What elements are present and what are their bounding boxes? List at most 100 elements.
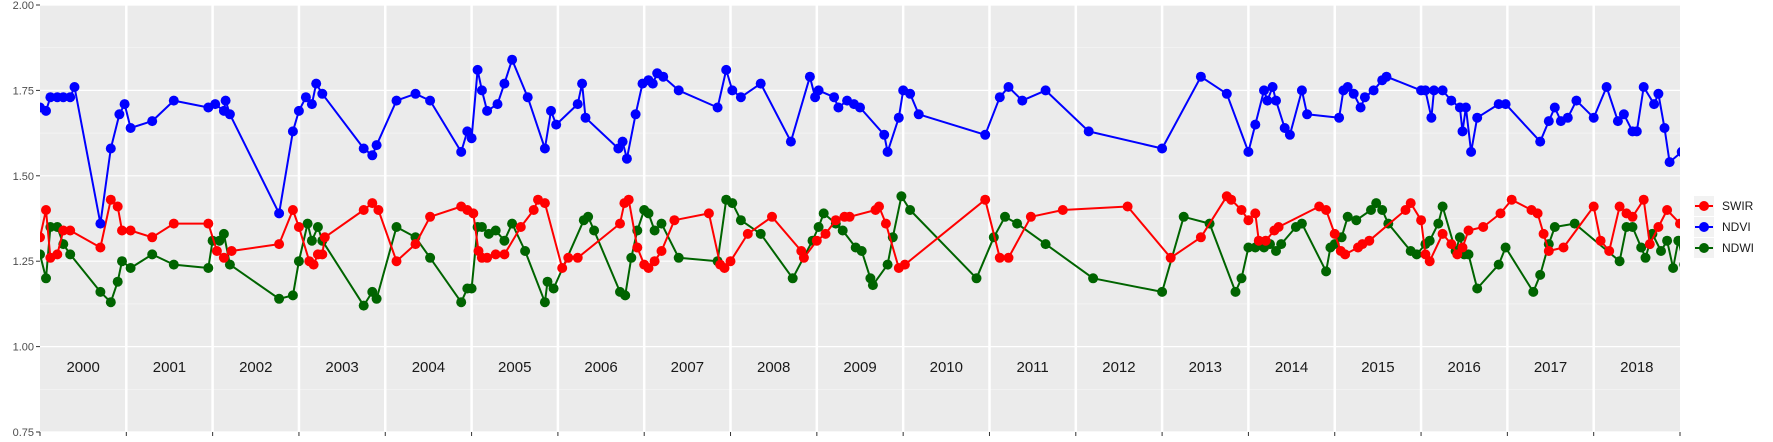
- point-ndvi: [1302, 109, 1313, 120]
- point-ndvi: [1618, 109, 1629, 120]
- point-ndvi: [492, 99, 503, 110]
- point-ndwi: [1627, 222, 1638, 232]
- point-ndwi: [1243, 242, 1254, 253]
- point-ndvi: [41, 105, 51, 116]
- point-ndwi: [1296, 218, 1307, 229]
- point-ndvi: [317, 88, 328, 99]
- point-ndwi: [358, 300, 369, 311]
- point-ndvi: [168, 95, 179, 106]
- point-ndvi: [905, 88, 916, 99]
- point-swir: [1025, 211, 1036, 222]
- point-ndvi: [293, 105, 304, 116]
- point-swir: [41, 205, 51, 215]
- point-ndvi: [1157, 143, 1168, 154]
- point-swir: [1003, 252, 1014, 263]
- point-ndvi: [1368, 85, 1379, 96]
- point-ndvi: [1359, 92, 1370, 103]
- point-swir: [528, 205, 539, 215]
- point-swir: [287, 205, 298, 215]
- point-ndwi: [1321, 266, 1332, 277]
- point-ndvi: [1562, 112, 1573, 123]
- point-swir: [899, 259, 910, 270]
- point-ndwi: [1662, 235, 1673, 246]
- point-ndvi: [311, 78, 322, 89]
- point-swir: [218, 252, 229, 263]
- point-ndvi: [1664, 157, 1675, 168]
- point-ndvi: [1631, 126, 1642, 137]
- point-swir: [1340, 249, 1351, 260]
- point-swir: [1165, 252, 1176, 263]
- point-swir: [557, 263, 568, 273]
- point-ndwi: [1276, 239, 1287, 250]
- point-ndwi: [41, 273, 51, 284]
- point-ndvi: [727, 85, 738, 96]
- point-swir: [643, 263, 654, 273]
- point-ndvi: [1259, 85, 1269, 96]
- point-ndvi: [1279, 123, 1290, 133]
- point-ndvi: [114, 109, 125, 120]
- point-ndwi: [371, 293, 382, 304]
- point-swir: [1588, 201, 1599, 212]
- point-ndwi: [147, 249, 158, 260]
- point-ndwi: [755, 228, 766, 239]
- point-swir: [1437, 228, 1448, 239]
- point-ndvi: [1588, 112, 1599, 123]
- point-ndwi: [1493, 259, 1504, 270]
- point-ndvi: [1284, 129, 1295, 140]
- point-ndvi: [306, 99, 317, 110]
- point-ndvi: [735, 92, 746, 103]
- point-swir: [373, 205, 384, 215]
- year-label: 2001: [153, 359, 186, 376]
- point-ndwi: [1569, 218, 1580, 229]
- point-ndwi: [1437, 201, 1448, 212]
- point-swir: [1614, 201, 1625, 212]
- point-swir: [1627, 211, 1638, 222]
- point-ndvi: [546, 105, 556, 116]
- year-label: 2018: [1620, 359, 1653, 376]
- point-ndvi: [1653, 88, 1664, 99]
- point-ndwi: [65, 249, 76, 260]
- year-label: 2004: [412, 359, 445, 376]
- y-tick-label: 0.75: [13, 427, 34, 439]
- point-ndwi: [476, 222, 487, 232]
- point-swir: [632, 242, 643, 253]
- point-ndwi: [168, 259, 179, 270]
- point-swir: [515, 222, 526, 232]
- point-swir: [1662, 205, 1673, 215]
- point-ndwi: [583, 211, 594, 222]
- year-label: 2002: [239, 359, 272, 376]
- point-ndvi: [476, 85, 487, 96]
- point-ndvi: [1601, 82, 1612, 92]
- point-ndwi: [1157, 286, 1168, 297]
- point-swir: [1506, 194, 1517, 205]
- legend-item-ndwi: NDWI: [1694, 238, 1754, 258]
- point-ndvi: [980, 129, 991, 140]
- point-ndwi: [1424, 235, 1435, 246]
- point-swir: [293, 222, 304, 232]
- point-swir: [1273, 222, 1284, 232]
- point-ndwi: [1673, 235, 1680, 246]
- point-ndvi: [1348, 88, 1359, 99]
- point-swir: [308, 259, 319, 270]
- point-ndvi: [65, 92, 76, 103]
- point-ndvi: [1420, 85, 1431, 96]
- point-ndvi: [893, 112, 904, 123]
- point-ndwi: [1614, 256, 1625, 267]
- point-ndvi: [1437, 85, 1448, 96]
- point-ndwi: [620, 290, 631, 301]
- y-tick-label: 1.75: [13, 85, 34, 97]
- point-ndvi: [1250, 119, 1261, 130]
- point-ndvi: [1221, 88, 1232, 99]
- legend-item-ndvi: NDVI: [1694, 217, 1751, 237]
- point-ndvi: [1649, 99, 1660, 110]
- point-ndwi: [95, 286, 106, 297]
- point-ndvi: [1612, 116, 1623, 127]
- point-ndvi: [994, 92, 1005, 103]
- series-swir: [40, 191, 1680, 273]
- year-label: 2016: [1448, 359, 1481, 376]
- point-swir: [211, 246, 222, 256]
- legend-key-point: [1699, 222, 1709, 232]
- point-ndvi: [1334, 112, 1345, 123]
- point-ndwi: [971, 273, 982, 284]
- point-swir: [105, 194, 116, 205]
